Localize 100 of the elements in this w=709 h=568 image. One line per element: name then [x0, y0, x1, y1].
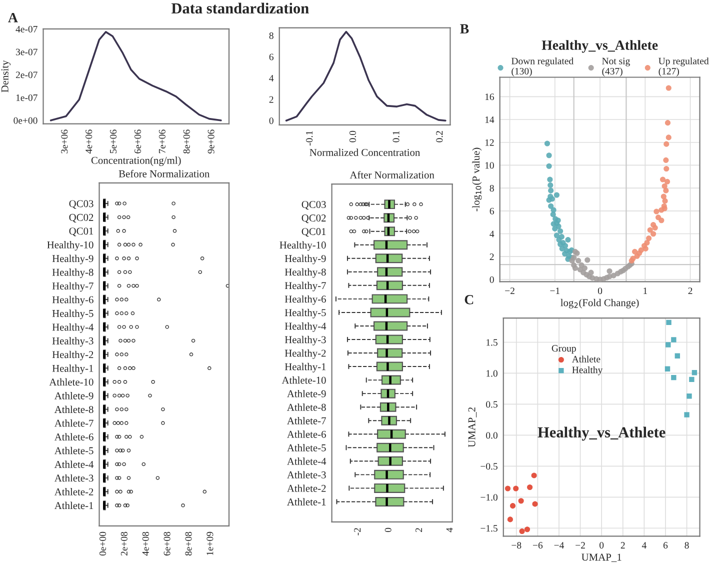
y-tick-label: Healthy-10	[280, 241, 326, 251]
x-tick-label: −2	[505, 288, 514, 294]
y-tick-label: 6	[490, 208, 494, 214]
x-tick-label: 8	[684, 542, 689, 549]
x-tick-label: 0	[598, 288, 602, 294]
x-tick-label: 1e+09	[206, 532, 214, 556]
text: B	[460, 24, 469, 34]
y-tick-label: Athlete-3	[287, 471, 326, 478]
x-tick-label: −8	[512, 542, 522, 549]
y-tick-label: 0	[269, 118, 274, 124]
x-tick-label: 6	[663, 542, 668, 549]
y-tick-label: QC01	[69, 228, 94, 236]
y-tick-label: Athlete-1	[287, 498, 326, 506]
x-tick-label: 6e+08	[164, 532, 170, 556]
y-tick-label: Athlete-5	[287, 444, 326, 452]
y-tick-label: 2	[269, 96, 274, 103]
x-tick-label: 4e+06	[86, 130, 92, 154]
chart-title: Healthy_vs_Athlete	[542, 40, 658, 53]
y-tick-label: Healthy-5	[52, 310, 94, 320]
y-tick-label: Athlete-8	[287, 403, 326, 411]
y-tick-label: 3e-07	[16, 48, 38, 56]
y-tick-label: Healthy-8	[52, 268, 94, 278]
y-tick-label: 8	[490, 184, 494, 192]
x-tick-label: −1	[550, 288, 560, 294]
y-tick-label: QC02	[302, 214, 326, 224]
x-axis-title: log$_{2}$(Fold Change)	[560, 298, 639, 308]
x-axis-title: Concentration(ng/ml)	[91, 156, 181, 166]
y-tick-label: −1.5	[480, 525, 498, 532]
annotation: Healthy_vs_Athlete	[538, 426, 666, 441]
y-tick-label: Athlete-7	[54, 419, 94, 427]
y-tick-label: Athlete-3	[54, 474, 94, 482]
x-axis-title: UMAP_1	[582, 554, 622, 562]
y-tick-label: 14	[485, 116, 494, 123]
y-axis-title: -log$_{10}$(P value)	[472, 148, 482, 212]
x-tick-label: 0.1	[392, 131, 400, 142]
y-tick-label: 0.5	[486, 401, 498, 408]
y-tick-label: Athlete-4	[287, 458, 326, 465]
y-tick-label: Healthy-6	[52, 296, 94, 306]
legend-label: Healthy	[572, 366, 603, 376]
y-tick-label: Athlete-2	[54, 488, 94, 496]
y-tick-label: 0.0	[486, 432, 498, 439]
x-tick-label: 0	[600, 542, 604, 549]
y-tick-label: QC02	[69, 214, 94, 223]
x-tick-label: 7e+06	[158, 130, 166, 154]
y-tick-label: 2e-07	[16, 72, 38, 78]
y-tick-label: 1.5	[486, 339, 498, 346]
y-tick-label: Healthy-9	[284, 254, 326, 264]
y-tick-label: −1.0	[480, 494, 498, 501]
legend-label: Athlete	[572, 356, 600, 362]
y-tick-label: 10	[485, 162, 494, 169]
y-tick-label: Athlete-6	[287, 430, 326, 438]
x-tick-label: -0.1	[306, 131, 313, 146]
y-tick-label: Healthy-6	[284, 295, 326, 305]
y-tick-label: 4	[490, 230, 494, 238]
legend-label: Down regulated (130)	[512, 57, 574, 76]
x-tick-label: 9e+06	[208, 130, 214, 154]
y-tick-label: −0.5	[480, 463, 498, 470]
y-tick-label: Healthy-4	[284, 322, 326, 332]
y-tick-label: Healthy-8	[284, 268, 326, 278]
x-tick-label: 2	[620, 542, 625, 548]
legend-title: Group	[552, 345, 576, 354]
y-tick-label: Healthy-5	[284, 308, 326, 318]
y-tick-label: Athlete-4	[54, 460, 94, 468]
y-tick-label: 8	[269, 32, 274, 39]
y-tick-label: Athlete-5	[54, 446, 94, 454]
y-tick-label: QC01	[302, 228, 326, 237]
y-tick-label: QC03	[69, 200, 94, 209]
x-tick-label: 0.0	[349, 130, 356, 142]
x-tick-label: 6e+06	[134, 130, 142, 154]
y-tick-label: Athlete-9	[287, 390, 326, 398]
y-tick-label: 4	[269, 75, 274, 82]
y-tick-label: Healthy-1	[284, 362, 326, 372]
y-tick-label: 0	[490, 276, 494, 283]
y-axis-title: UMAP_2	[468, 407, 477, 448]
y-tick-label: Healthy-9	[52, 254, 94, 264]
y-axis-title: Density	[1, 60, 11, 92]
x-tick-label: 8e+06	[183, 130, 190, 154]
y-tick-label: Healthy-2	[52, 350, 94, 360]
y-tick-label: 2	[490, 254, 494, 260]
y-tick-label: Athlete-2	[287, 484, 326, 492]
y-tick-label: QC03	[302, 200, 326, 210]
x-tick-label: −2	[576, 542, 585, 548]
y-tick-label: 12	[485, 139, 494, 146]
y-tick-label: Healthy-2	[284, 349, 326, 359]
y-tick-label: Athlete-6	[54, 433, 94, 440]
y-tick-label: 0e+00	[14, 117, 38, 124]
y-tick-label: Athlete-10	[49, 378, 94, 386]
y-tick-label: Healthy-4	[52, 323, 94, 333]
x-tick-label: -2	[354, 528, 361, 536]
x-tick-label: 8e+08	[185, 532, 192, 556]
x-tick-label: 5e+06	[110, 130, 117, 154]
chart-title: Data standardization	[171, 2, 309, 14]
x-tick-label: 4e+08	[142, 532, 149, 556]
x-tick-label: 3e+06	[61, 130, 68, 154]
y-tick-label: Healthy-3	[284, 336, 326, 346]
y-tick-label: Athlete-8	[54, 406, 94, 414]
x-tick-label: −6	[532, 542, 543, 549]
y-tick-label: Athlete-7	[287, 416, 326, 424]
y-tick-label: Athlete-9	[54, 392, 94, 400]
x-tick-label: 2	[688, 288, 692, 294]
